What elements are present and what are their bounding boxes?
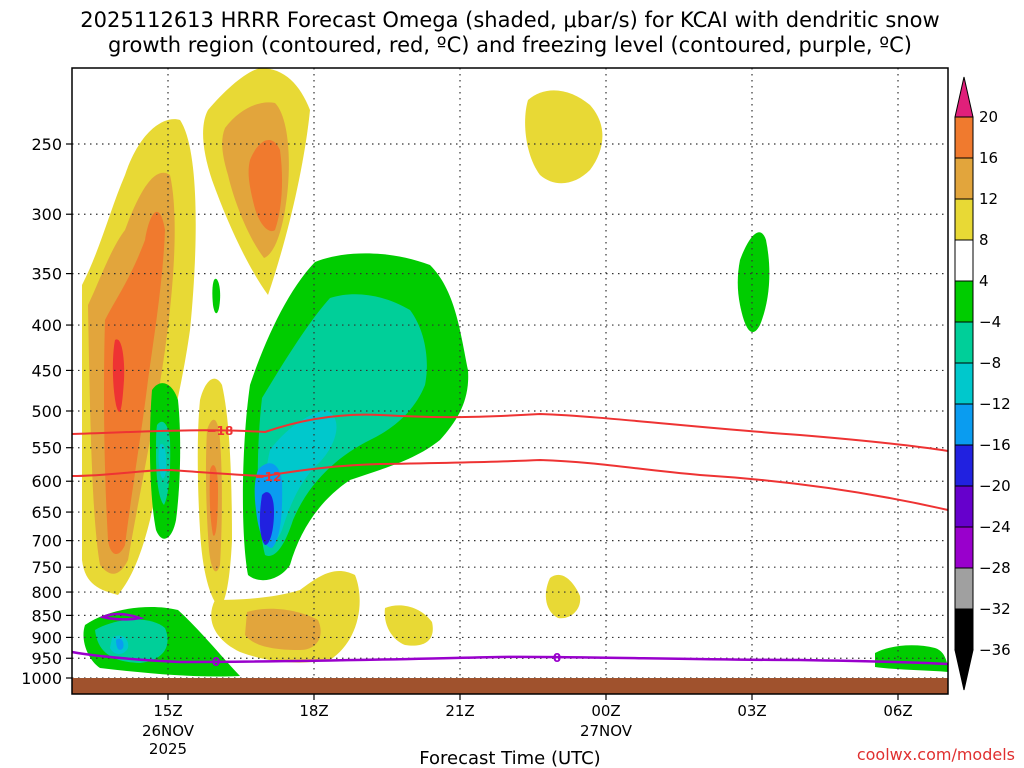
y-tick-label: 550 xyxy=(31,439,62,458)
colorbar-label: 16 xyxy=(979,149,998,167)
colorbar-label: −24 xyxy=(979,518,1011,536)
colorbar-segment xyxy=(955,445,973,486)
x-tick-label: 15Z xyxy=(153,702,182,720)
omega-time-height-chart: −18 −12 0 0 250 300 350 400 450 500 550 600 650 7… xyxy=(0,0,1024,768)
colorbar-segment xyxy=(955,404,973,445)
x-tick-year: 2025 xyxy=(149,740,187,758)
colorbar-label: −8 xyxy=(979,354,1001,372)
colorbar-segment xyxy=(955,322,973,363)
colorbar: 20 16 12 8 4 −4 −8 −12 −16 −20 −24 −28 −32 −36 xyxy=(955,77,1011,690)
freezing-label-a: 0 xyxy=(212,655,220,669)
colorbar-segment xyxy=(955,486,973,527)
omega-region xyxy=(738,232,770,332)
y-tick-label: 350 xyxy=(31,265,62,284)
y-tick-label: 1000 xyxy=(21,669,62,688)
y-tick-label: 750 xyxy=(31,558,62,577)
omega-region xyxy=(385,605,433,645)
y-tick-label: 850 xyxy=(31,606,62,625)
x-axis-label: Forecast Time (UTC) xyxy=(419,748,600,768)
y-tick-label: 950 xyxy=(31,649,62,668)
credit-text: coolwx.com/models xyxy=(857,745,1015,764)
y-tick-label: 600 xyxy=(31,472,62,491)
y-tick-label: 250 xyxy=(31,135,62,154)
colorbar-segment xyxy=(955,568,973,609)
y-tick-label: 300 xyxy=(31,205,62,224)
colorbar-label: −32 xyxy=(979,600,1011,618)
x-tick-label: 21Z xyxy=(445,702,474,720)
colorbar-label: −36 xyxy=(979,641,1011,659)
x-tick-date: 26NOV xyxy=(142,722,195,740)
y-tick-label: 700 xyxy=(31,532,62,551)
omega-shading xyxy=(82,68,948,677)
y-tick-label: 450 xyxy=(31,361,62,380)
y-tick-label: 650 xyxy=(31,503,62,522)
omega-region xyxy=(525,90,602,183)
freezing-label-b: 0 xyxy=(553,651,561,665)
omega-region xyxy=(546,575,580,618)
x-tick-label: 18Z xyxy=(299,702,328,720)
colorbar-segment xyxy=(955,199,973,240)
x-tick-label: 00Z xyxy=(591,702,620,720)
x-tick-date: 27NOV xyxy=(580,722,633,740)
colorbar-label: −20 xyxy=(979,477,1011,495)
y-tick-label: 400 xyxy=(31,316,62,335)
colorbar-segment xyxy=(955,363,973,404)
y-tick-label: 900 xyxy=(31,628,62,647)
y-tick-label: 800 xyxy=(31,583,62,602)
colorbar-label: 12 xyxy=(979,190,998,208)
plot-frame xyxy=(72,68,948,694)
ground-surface xyxy=(72,678,948,694)
chart-title-line2: growth region (contoured, red, ºC) and f… xyxy=(108,33,912,57)
colorbar-label: 4 xyxy=(979,272,989,290)
colorbar-label: 8 xyxy=(979,231,989,249)
colorbar-segment xyxy=(955,281,973,322)
x-tick-label: 03Z xyxy=(737,702,766,720)
colorbar-label: −28 xyxy=(979,559,1011,577)
colorbar-label: −4 xyxy=(979,313,1001,331)
colorbar-segment xyxy=(955,527,973,568)
colorbar-segment xyxy=(955,117,973,158)
chart-title-line1: 2025112613 HRRR Forecast Omega (shaded, … xyxy=(80,8,939,32)
x-tick-label: 06Z xyxy=(883,702,912,720)
colorbar-segment xyxy=(955,609,973,650)
colorbar-bottom-arrow xyxy=(955,650,973,690)
grid xyxy=(72,68,948,694)
colorbar-segment xyxy=(955,158,973,199)
colorbar-segment xyxy=(955,240,973,281)
dgz-top-label: −18 xyxy=(207,424,234,438)
y-axis: 250 300 350 400 450 500 550 600 650 700 750 800 850 9… xyxy=(21,135,72,688)
dgz-bottom-label: −12 xyxy=(255,470,282,484)
y-tick-label: 500 xyxy=(31,402,62,421)
colorbar-label: −16 xyxy=(979,436,1011,454)
colorbar-top-arrow xyxy=(955,77,973,117)
colorbar-label: −12 xyxy=(979,395,1011,413)
omega-region xyxy=(212,279,220,314)
colorbar-label: 20 xyxy=(979,108,998,126)
